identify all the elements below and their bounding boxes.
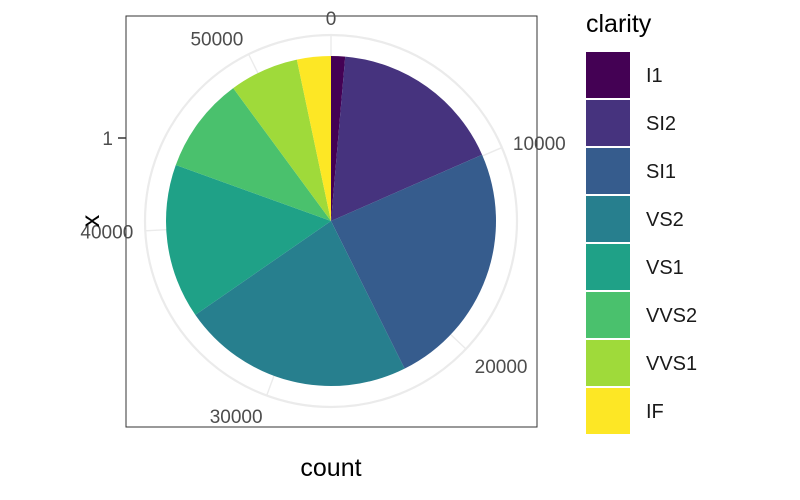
radial-tick-label: 0 [326,9,337,30]
radial-tick-label: 50000 [190,29,243,50]
legend-key-si2 [586,100,630,146]
legend-key-vs1 [586,244,630,290]
pie-slice-si1 [331,154,496,369]
pie-slice-vs2 [195,221,405,386]
radial-tick-label: 10000 [513,134,566,155]
legend-key-vs2 [586,196,630,242]
pie-slice-vvs1 [233,59,331,221]
legend-title: clarity [586,10,652,38]
pie-slice-vs1 [165,164,331,315]
legend-label-vvs1: VVS1 [646,353,697,375]
legend-label-vs1: VS1 [646,257,684,279]
legend-key-vvs1 [586,340,630,386]
x-axis-title: count [300,454,361,482]
pie-slices [165,56,496,386]
legend-key-si1 [586,148,630,194]
radial-tick-label: 30000 [210,407,263,428]
legend-label-vvs2: VVS2 [646,305,697,327]
y-tick-label: 1 [102,129,113,150]
legend-key-vvs2 [586,292,630,338]
legend-label-vs2: VS2 [646,209,684,231]
pie-slice-vvs2 [175,88,331,222]
y-axis-title: x [77,214,105,227]
legend-label-si1: SI1 [646,161,676,183]
legend-label-si2: SI2 [646,113,676,135]
legend-key-i1 [586,52,630,98]
radial-tick-labels: 0 10000 20000 30000 40000 50000 [80,9,565,428]
radial-tick-label: 40000 [80,222,133,243]
pie-slice-si2 [331,56,483,221]
legend-label-if: IF [646,401,664,423]
legend-key-if [586,388,630,434]
pie-slice-if [296,56,331,221]
radial-tick-label: 20000 [475,357,528,378]
pie-slice-i1 [331,56,346,221]
legend-label-i1: I1 [646,65,663,87]
legend: I1 SI2 SI1 VS2 VS1 VVS2 VVS1 IF [586,52,697,434]
